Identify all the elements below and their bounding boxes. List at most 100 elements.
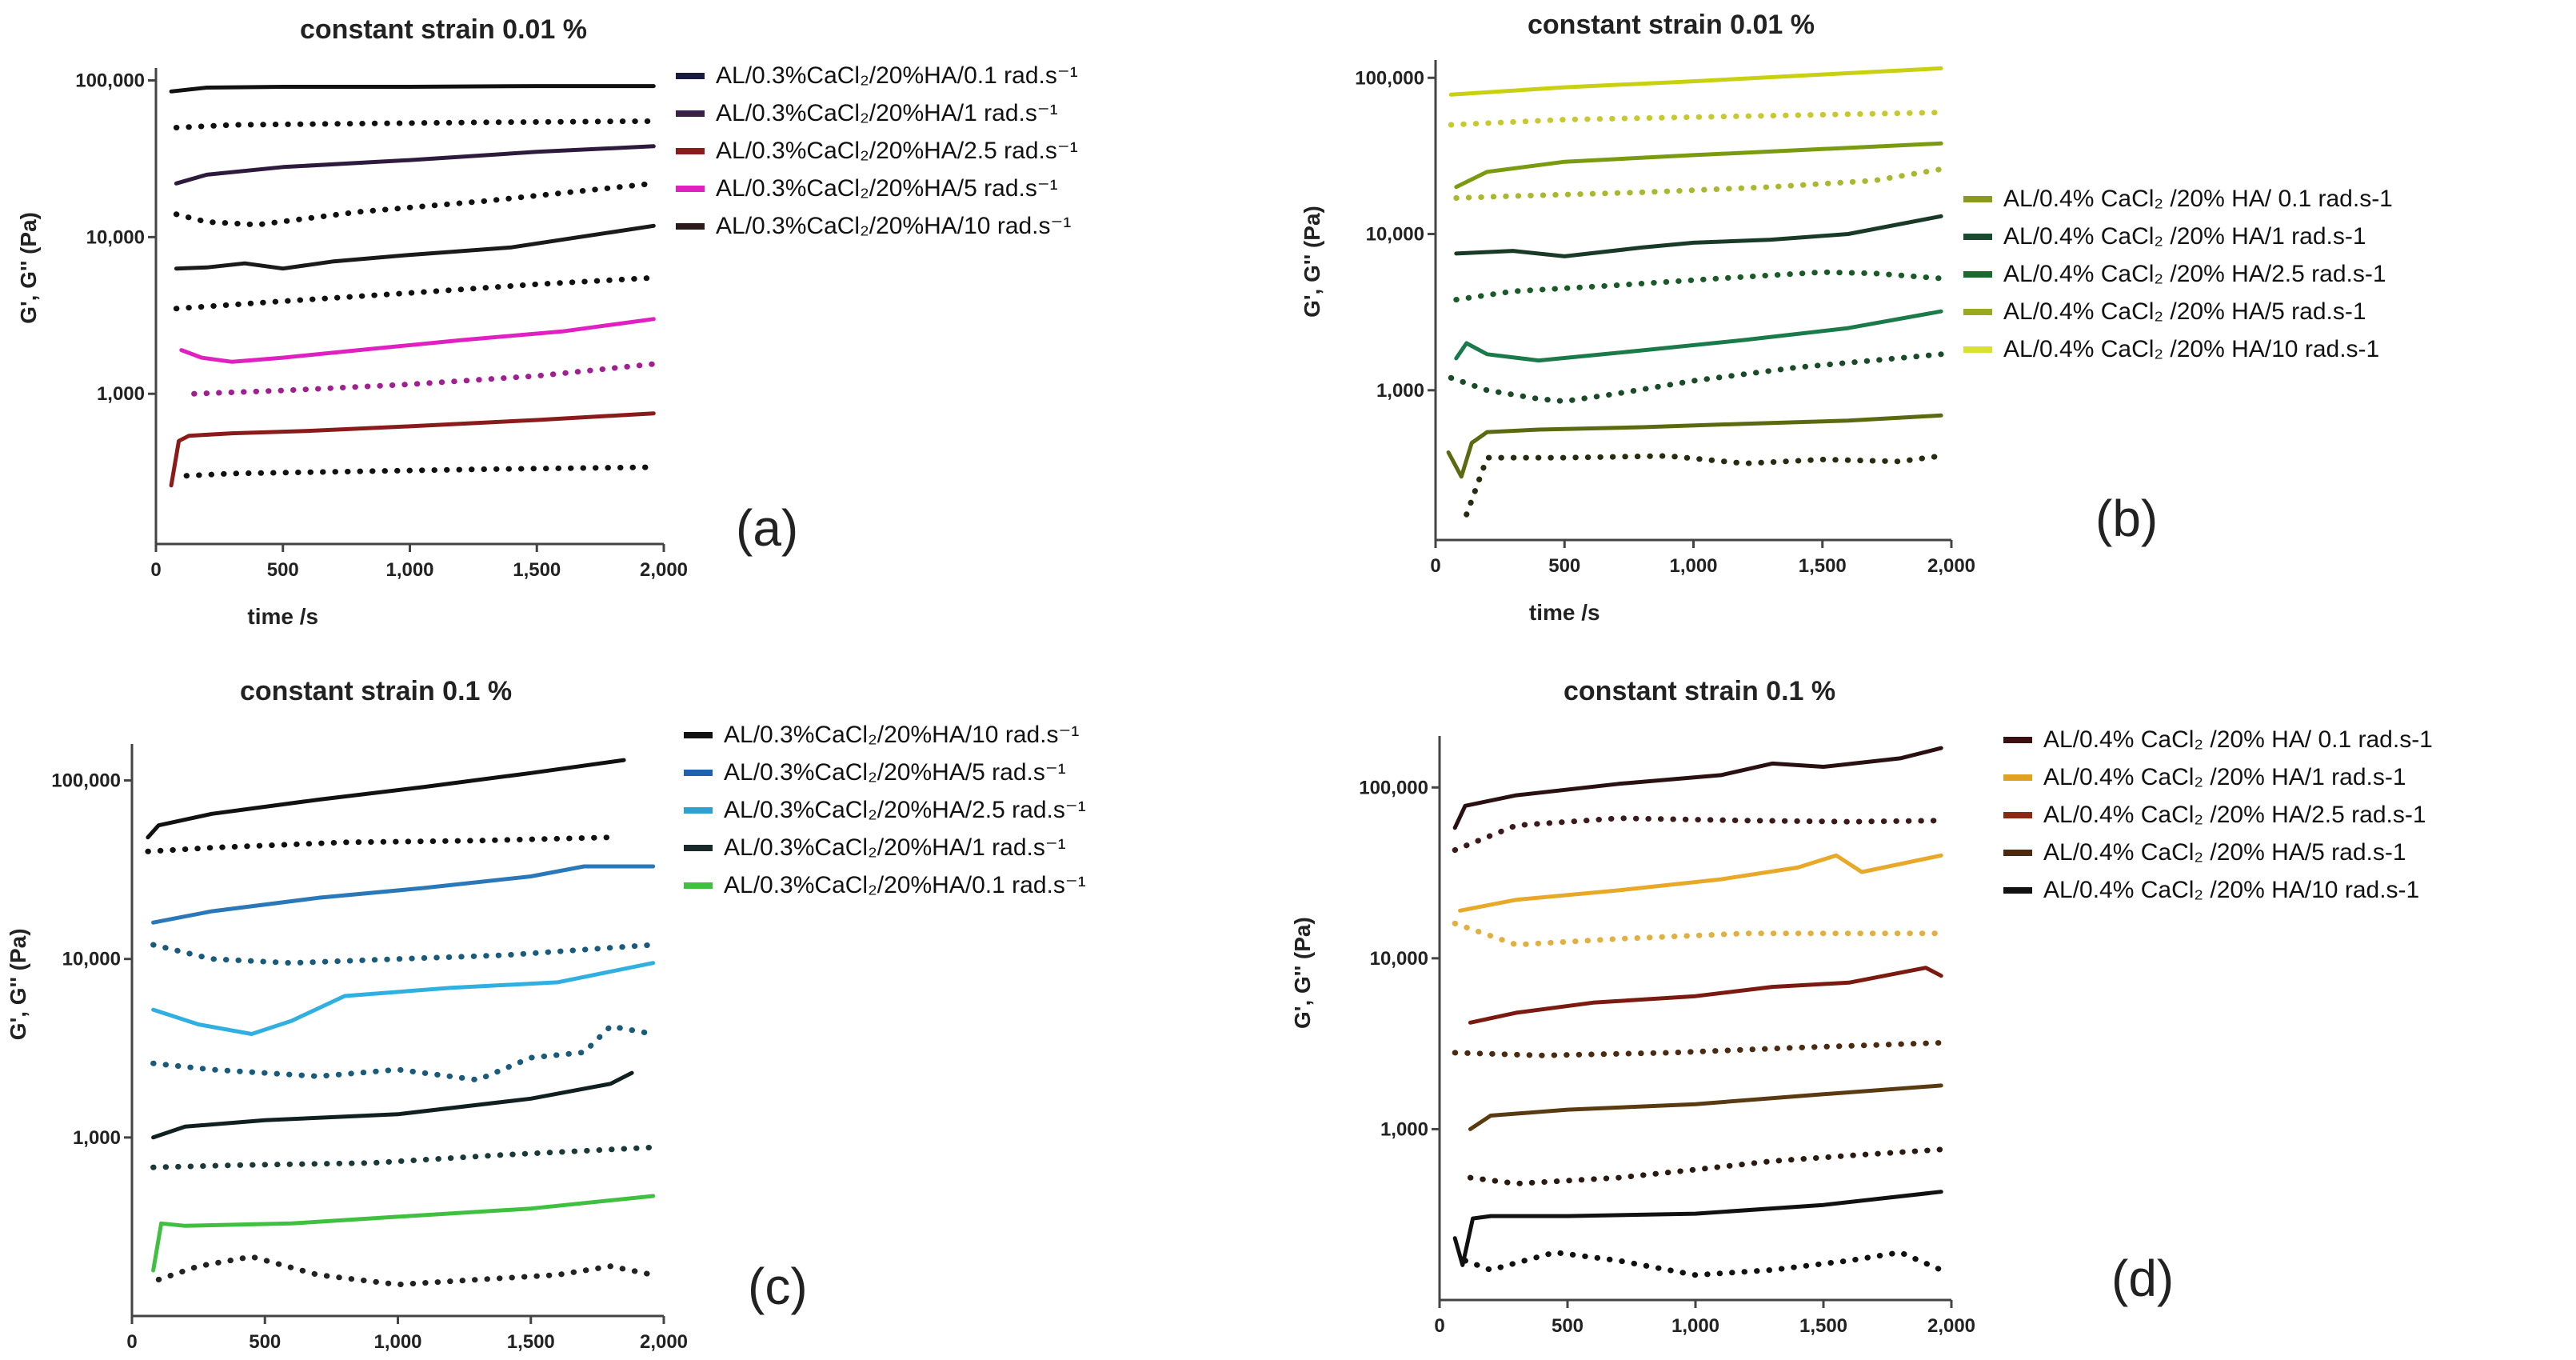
x-tick-label: 500	[267, 559, 299, 581]
chart-svg: constant strain 0.01 % 0 500 1,000 1,500 2,00…	[16, 14, 1078, 629]
x-tick-label: 2,000	[1927, 555, 1975, 577]
series-g-double-prime-line	[1464, 453, 1944, 518]
legend-label: AL/0.3%CaCl₂/20%HA/10 rad.s⁻¹	[716, 213, 1071, 239]
x-tick-label: 500	[1548, 555, 1580, 577]
series-g-prime-line	[1452, 1190, 1943, 1267]
chart-title: constant strain 0.1 %	[1564, 676, 1835, 706]
y-tick-label: 1,000	[1380, 1118, 1428, 1140]
legend-label: AL/0.3%CaCl₂/20%HA/5 rad.s⁻¹	[716, 175, 1058, 202]
legend-label: AL/0.3%CaCl₂/20%HA/1 rad.s⁻¹	[724, 834, 1066, 861]
x-tick-label: 0	[1430, 555, 1440, 577]
x-tick-label: 1,500	[513, 559, 561, 581]
x-tick-label: 1,500	[1799, 555, 1847, 577]
x-axis-label: time /s	[247, 604, 318, 629]
series-g-double-prime-line	[1448, 110, 1944, 128]
x-tick-label: 0	[150, 559, 161, 581]
legend-label: AL/0.4% CaCl₂ /20% HA/1 rad.s-1	[2003, 223, 2366, 250]
series-g-double-prime-line	[1452, 1040, 1944, 1058]
legend-label: AL/0.4% CaCl₂ /20% HA/2.5 rad.s-1	[2043, 802, 2426, 828]
series-g-double-prime-line	[1462, 1250, 1944, 1278]
legend-label: AL/0.3%CaCl₂/20%HA/1 rad.s⁻¹	[716, 100, 1058, 126]
legend-label: AL/0.4% CaCl₂ /20% HA/5 rad.s-1	[2043, 839, 2406, 866]
series-g-double-prime-line	[155, 1254, 657, 1288]
y-tick-label: 1,000	[73, 1127, 121, 1149]
x-tick-label: 2,000	[640, 559, 688, 581]
series-g-prime-line	[1454, 141, 1943, 190]
x-axis-label: time /s	[1529, 600, 1600, 625]
series-g-double-prime-line	[1448, 351, 1944, 405]
legend-label: AL/0.4% CaCl₂ /20% HA/2.5 rad.s-1	[2003, 261, 2386, 287]
x-tick-label: 0	[1434, 1315, 1444, 1337]
series-g-prime-line	[1446, 413, 1943, 479]
series-g-prime-line	[151, 1194, 656, 1273]
chart-svg: constant strain 0.1 % 0 500 1,000 1,500 2,000…	[1290, 676, 2433, 1337]
series-g-prime-line	[1454, 309, 1943, 363]
legend-label: AL/0.4% CaCl₂ /20% HA/10 rad.s-1	[2043, 877, 2419, 903]
y-tick-label: 100,000	[1355, 67, 1424, 89]
series-g-prime-line	[151, 864, 656, 925]
legend-label: AL/0.4% CaCl₂ /20% HA/5 rad.s-1	[2003, 298, 2366, 325]
series-g-prime-line	[146, 758, 626, 840]
x-tick-label: 2,000	[1927, 1315, 1975, 1337]
series-g-prime-line	[1468, 966, 1943, 1025]
series-g-prime-line	[1452, 746, 1943, 830]
legend-label: AL/0.3%CaCl₂/20%HA/2.5 rad.s⁻¹	[724, 797, 1086, 823]
y-tick-label: 10,000	[1370, 948, 1428, 970]
series-g-prime-line	[1448, 66, 1943, 97]
series-g-double-prime-line	[1452, 815, 1944, 854]
chart-panel-b: constant strain 0.01 % 0 500 1,000 1,500 2,00…	[1288, 0, 2576, 664]
series-g-double-prime-line	[173, 180, 657, 228]
series-g-prime-line	[169, 411, 656, 488]
series-g-prime-line	[151, 961, 656, 1036]
series-g-prime-line	[179, 317, 656, 364]
chart-svg: constant strain 0.1 % 0 500 1,000 1,500 2,000…	[6, 676, 1086, 1353]
x-tick-label: 1,000	[373, 1331, 421, 1353]
x-tick-label: 0	[126, 1331, 137, 1353]
y-axis-label: G', G'' (Pa)	[1290, 917, 1315, 1029]
y-tick-label: 100,000	[1359, 777, 1428, 798]
y-axis-label: G', G'' (Pa)	[6, 928, 30, 1040]
series-g-double-prime-line	[173, 118, 657, 130]
x-tick-label: 1,500	[1799, 1315, 1847, 1337]
series-g-prime-line	[1458, 853, 1943, 913]
series-g-double-prime-line	[191, 361, 657, 397]
legend-label: AL/0.3%CaCl₂/20%HA/0.1 rad.s⁻¹	[724, 872, 1086, 898]
x-tick-label: 500	[249, 1331, 281, 1353]
series-g-prime-line	[169, 84, 656, 94]
legend-label: AL/0.4% CaCl₂ /20% HA/1 rad.s-1	[2043, 764, 2406, 790]
y-axis-label: G', G'' (Pa)	[16, 212, 41, 324]
legend-label: AL/0.4% CaCl₂ /20% HA/10 rad.s-1	[2003, 336, 2379, 362]
series-g-double-prime-line	[1467, 1146, 1944, 1186]
series-g-double-prime-line	[1453, 269, 1944, 303]
legend-label: AL/0.3%CaCl₂/20%HA/2.5 rad.s⁻¹	[716, 138, 1078, 164]
series-g-double-prime-line	[150, 942, 657, 966]
y-tick-label: 100,000	[75, 70, 145, 92]
y-axis-label: G', G'' (Pa)	[1300, 206, 1324, 318]
series-g-prime-line	[1454, 214, 1943, 258]
y-tick-label: 100,000	[51, 770, 121, 792]
panel-label: (a)	[736, 499, 798, 557]
series-g-prime-line	[1468, 1083, 1943, 1131]
series-g-double-prime-line	[145, 834, 613, 854]
panel-label: (d)	[2111, 1250, 2174, 1307]
series-g-double-prime-line	[150, 1144, 657, 1170]
series-g-double-prime-line	[183, 464, 657, 479]
series-g-double-prime-line	[173, 274, 657, 312]
legend-label: AL/0.3%CaCl₂/20%HA/0.1 rad.s⁻¹	[716, 62, 1078, 89]
y-tick-label: 10,000	[1366, 224, 1424, 246]
y-tick-label: 10,000	[62, 949, 121, 970]
panel-label: (c)	[748, 1258, 808, 1315]
series-g-double-prime-line	[1453, 166, 1944, 201]
y-tick-label: 1,000	[1376, 380, 1424, 402]
y-tick-label: 10,000	[86, 226, 145, 248]
x-tick-label: 1,000	[1671, 1315, 1719, 1337]
legend-label: AL/0.4% CaCl₂ /20% HA/ 0.1 rad.s-1	[2043, 726, 2433, 753]
chart-panel-a: constant strain 0.01 % 0 500 1,000 1,500 2,00…	[0, 0, 1288, 664]
chart-title: constant strain 0.01 %	[1528, 10, 1815, 40]
chart-panel-d: constant strain 0.1 % 0 500 1,000 1,500 2,000…	[1288, 664, 2576, 1360]
series-g-prime-line	[174, 144, 656, 186]
series-g-double-prime-line	[150, 1023, 657, 1083]
x-tick-label: 500	[1552, 1315, 1584, 1337]
x-tick-label: 1,000	[1669, 555, 1717, 577]
chart-svg: constant strain 0.01 % 0 500 1,000 1,500 2,00…	[1300, 10, 2393, 625]
